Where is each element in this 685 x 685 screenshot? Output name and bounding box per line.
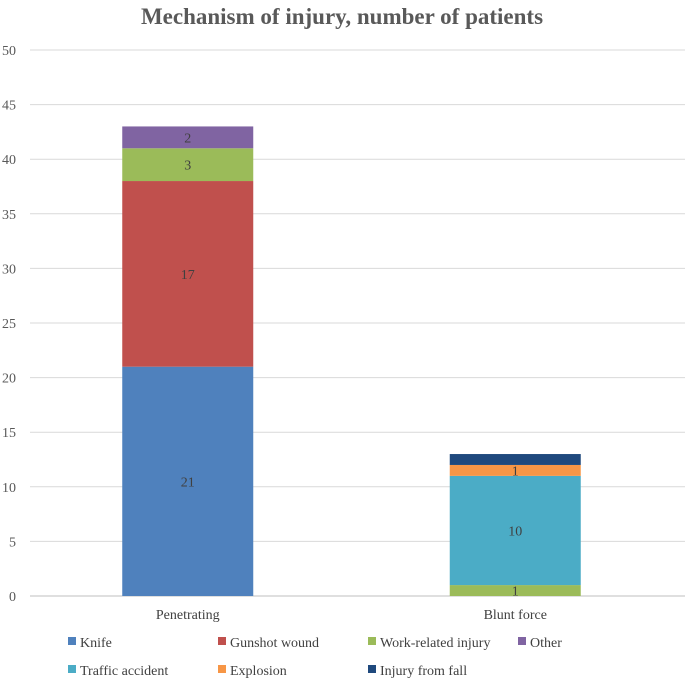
y-tick-label: 0 [9, 590, 16, 605]
bar-injury-from-fall-blunt-force [449, 454, 581, 465]
legend-label: Traffic accident [80, 664, 168, 679]
y-tick-label: 25 [2, 317, 16, 332]
bar-knife-penetrating [122, 366, 254, 596]
legend-label: Other [530, 636, 562, 651]
legend-swatch [368, 665, 376, 673]
bar-work-related-injury-penetrating [122, 148, 254, 182]
grid-layer: 0 5 10 15 20 25 30 35 40 45 50 [2, 44, 685, 605]
chart-title: Mechanism of injury, number of patients [141, 4, 543, 29]
y-tick-label: 20 [2, 372, 16, 387]
category-label: Penetrating [156, 608, 220, 623]
y-tick-label: 15 [2, 426, 16, 441]
bar-explosion-blunt-force [449, 464, 581, 476]
y-tick-label: 50 [2, 44, 16, 59]
bar-gunshot-wound-penetrating [122, 181, 254, 367]
legend-swatch [68, 665, 76, 673]
legend-label: Injury from fall [380, 664, 467, 679]
labels-layer: 21 17 3 2 Penetrating 1 10 1 Blunt force [156, 131, 547, 623]
y-tick-label: 10 [2, 481, 16, 496]
y-tick-label: 35 [2, 208, 16, 223]
y-tick-label: 30 [2, 262, 16, 277]
data-label: 17 [181, 268, 195, 283]
legend-label: Knife [80, 636, 112, 651]
y-tick-label: 45 [2, 99, 16, 114]
data-label: 21 [181, 475, 195, 490]
category-label: Blunt force [484, 608, 547, 623]
bar-other-penetrating [122, 126, 254, 149]
data-label: 10 [508, 524, 522, 539]
y-tick-label: 5 [9, 535, 16, 550]
legend-swatch [368, 637, 376, 645]
legend-label: Explosion [230, 664, 287, 679]
legend-swatch [518, 637, 526, 645]
legend-label: Work-related injury [380, 636, 490, 651]
bar-traffic-accident-blunt-force [449, 475, 581, 586]
data-label: 1 [512, 464, 519, 479]
data-label: 1 [512, 585, 519, 600]
legend-swatch [68, 637, 76, 645]
legend-swatch [218, 637, 226, 645]
y-tick-label: 40 [2, 153, 16, 168]
legend-label: Gunshot wound [230, 636, 319, 651]
data-label: 3 [184, 159, 191, 174]
data-label: 2 [184, 131, 191, 146]
bar-work-related-injury-blunt-force [449, 585, 581, 596]
bars-layer [122, 126, 581, 596]
legend: Knife Gunshot wound Work-related injury Oth… [68, 636, 562, 679]
legend-swatch [218, 665, 226, 673]
